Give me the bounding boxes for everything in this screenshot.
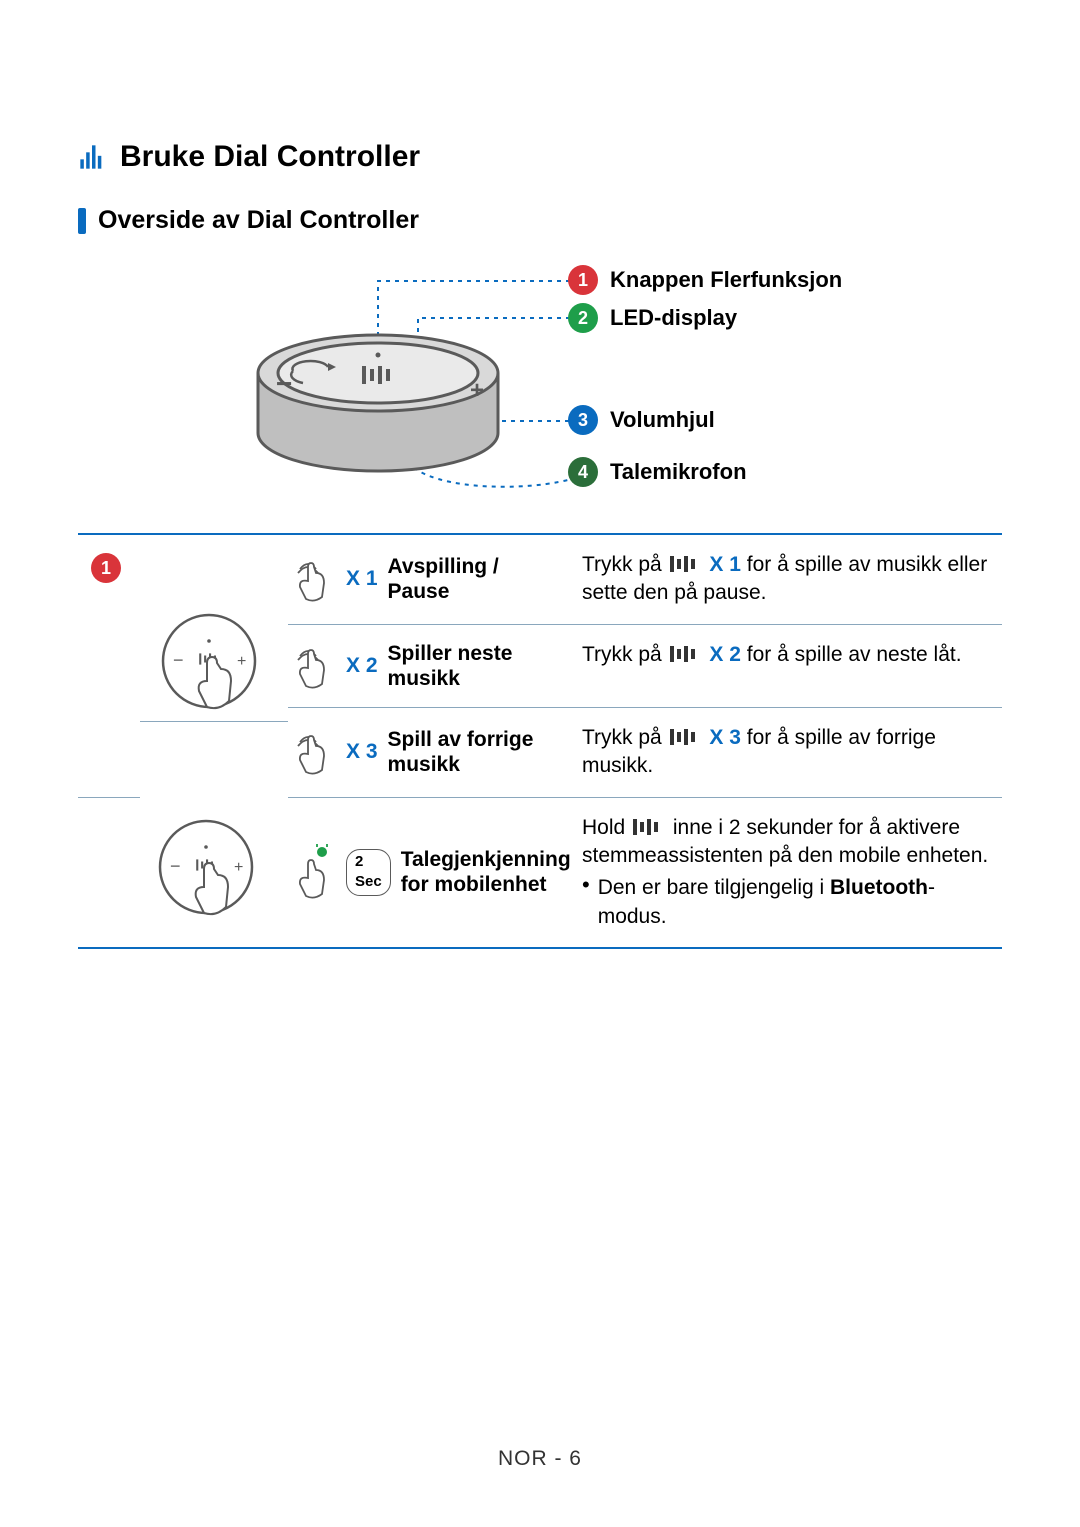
tap-icon	[292, 728, 336, 776]
callout-3: 3 Volumhjul	[568, 405, 715, 435]
h1-text: Bruke Dial Controller	[120, 140, 420, 174]
table-section-badge: 1	[91, 553, 121, 583]
svg-text:−: −	[173, 650, 184, 670]
callout-1-label: Knappen Flerfunksjon	[610, 267, 842, 293]
action-play-pause: X 1 Avspilling / Pause	[288, 535, 578, 625]
tap-icon	[292, 555, 336, 603]
callout-4-label: Talemikrofon	[610, 459, 747, 485]
action-2-l2: musikk	[388, 666, 513, 691]
badge-3: 3	[568, 405, 598, 435]
callout-4: 4 Talemikrofon	[568, 457, 747, 487]
tap-count-1: X 1	[346, 565, 378, 593]
action-voice-l2: for mobilenhet	[401, 872, 571, 897]
badge-1: 1	[568, 265, 598, 295]
svg-text:−: −	[276, 368, 292, 399]
bullet-icon: •	[582, 874, 590, 931]
h2-bar-icon	[78, 208, 86, 234]
tap-count-2: X 2	[346, 652, 378, 680]
svg-text:+: +	[470, 377, 484, 404]
callout-1: 1 Knappen Flerfunksjon	[568, 265, 842, 295]
page-footer: NOR - 6	[0, 1447, 1080, 1471]
action-3-l1: Spill av forrige	[388, 728, 534, 751]
callout-3-label: Volumhjul	[610, 407, 715, 433]
bars-icon	[78, 143, 106, 171]
action-1-l1: Avspilling /	[388, 555, 499, 578]
badge-4: 4	[568, 457, 598, 487]
svg-text:+: +	[234, 859, 243, 876]
multifunction-inline-icon	[631, 818, 667, 836]
tap-count-3: X 3	[346, 738, 378, 766]
svg-text:−: −	[170, 856, 181, 876]
callout-2: 2 LED-display	[568, 303, 737, 333]
action-voice-l1: Talegjenkjenning	[401, 848, 571, 871]
device-diagram: − + 1 Knappen Flerfunksjon	[78, 263, 1002, 513]
tap-icon	[292, 642, 336, 690]
section-heading: Bruke Dial Controller	[78, 140, 1002, 174]
subsection-heading: Overside av Dial Controller	[78, 206, 1002, 235]
desc-prev: Trykk på X 3 for å spille av forrige mus…	[578, 708, 1002, 798]
dial-press-icon: − +	[159, 611, 269, 721]
function-table: 1 − +	[78, 533, 1002, 949]
action-1-l2: Pause	[388, 579, 499, 604]
dial-press-icon: − +	[156, 817, 266, 927]
action-2-l1: Spiller neste	[388, 642, 513, 665]
multifunction-inline-icon	[668, 555, 704, 573]
dial-controller-drawing: − +	[248, 263, 608, 513]
multifunction-inline-icon	[668, 645, 704, 663]
tap-hold-icon	[292, 844, 336, 900]
badge-2: 2	[568, 303, 598, 333]
hold-duration-badge: 2 Sec	[346, 849, 391, 896]
action-voice: 2 Sec Talegjenkjenning for mobilenhet	[288, 828, 578, 916]
h2-text: Overside av Dial Controller	[98, 206, 419, 235]
svg-text:+: +	[237, 653, 246, 670]
desc-next: Trykk på X 2 for å spille av neste låt.	[578, 625, 1002, 708]
action-next: X 2 Spiller neste musikk	[288, 625, 578, 708]
row-voice: − +	[78, 798, 1002, 949]
desc-voice: Hold inne i 2 sekunder for å aktivere st…	[578, 798, 1002, 947]
multifunction-inline-icon	[668, 728, 704, 746]
desc-play-pause: Trykk på X 1 for å spille av musikk elle…	[578, 535, 1002, 625]
callout-2-label: LED-display	[610, 305, 737, 331]
action-prev: X 3 Spill av forrige musikk	[288, 708, 578, 798]
action-3-l2: musikk	[388, 752, 534, 777]
